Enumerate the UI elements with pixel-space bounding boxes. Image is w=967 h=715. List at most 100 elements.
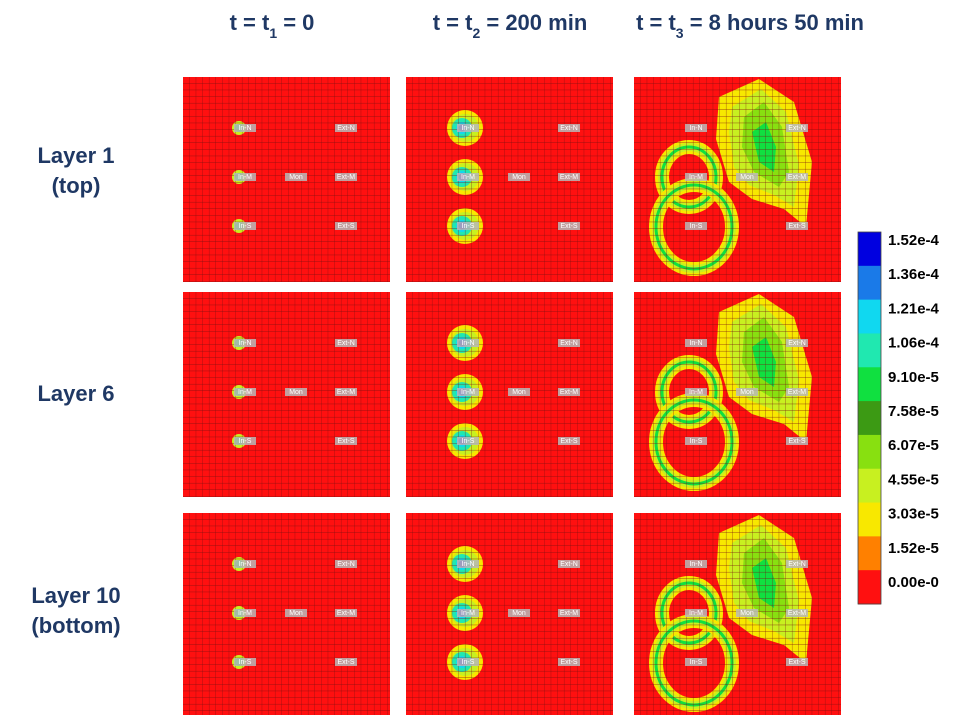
well-tag	[786, 173, 808, 181]
colorbar-swatch	[858, 265, 881, 301]
colorbar-label: 1.21e-4	[888, 300, 940, 317]
well-tag	[335, 388, 357, 396]
panel: In-N Ext-N In-M Mon Ext-M In-S Ext-S	[406, 292, 613, 497]
well-tag	[457, 388, 479, 396]
well-label: Ext-M	[788, 389, 806, 396]
title-part: t = t	[230, 10, 270, 35]
colorbar-label: 3.03e-5	[888, 506, 939, 523]
well-label: Ext-S	[788, 659, 805, 666]
well-label: Ext-S	[788, 438, 805, 445]
well-tag	[736, 388, 758, 396]
well-tag	[786, 339, 808, 347]
well-tag	[457, 658, 479, 666]
well-label: In-M	[689, 610, 703, 617]
well-label: In-N	[689, 125, 702, 132]
colorbar-swatch	[858, 299, 881, 334]
well-tag	[457, 173, 479, 181]
well-tag	[685, 658, 707, 666]
colorbar-label: 6.07e-5	[888, 437, 939, 454]
well-tag	[335, 609, 357, 617]
well-tag	[285, 609, 307, 617]
panel: In-N Ext-N In-M Mon Ext-M In-S Ext-S	[183, 513, 390, 715]
panel: In-N Ext-N In-M Mon Ext-M In-S Ext-S	[183, 292, 390, 497]
well-tag	[335, 124, 357, 132]
well-tag	[558, 658, 580, 666]
well-tag	[335, 658, 357, 666]
well-tag	[508, 609, 530, 617]
well-tag	[234, 388, 256, 396]
well-label: In-N	[461, 340, 474, 347]
title-part: = 200 min	[480, 10, 587, 35]
well-tag	[335, 560, 357, 568]
well-tag	[786, 609, 808, 617]
well-label: Ext-S	[337, 438, 354, 445]
well-label: Mon	[289, 174, 303, 181]
well-label: In-S	[462, 223, 475, 230]
well-tag	[685, 173, 707, 181]
well-tag	[685, 388, 707, 396]
well-label: Ext-N	[788, 340, 806, 347]
well-label: Ext-N	[560, 561, 578, 568]
well-tag	[457, 339, 479, 347]
well-label: In-S	[690, 659, 703, 666]
well-label: In-S	[690, 438, 703, 445]
well-label: Ext-M	[560, 389, 578, 396]
well-tag	[234, 560, 256, 568]
well-tag	[558, 124, 580, 132]
well-tag	[457, 609, 479, 617]
colorbar-label: 0.00e-0	[888, 574, 939, 591]
colorbar-swatch	[858, 232, 881, 267]
well-label: In-M	[461, 610, 475, 617]
well-tag	[685, 609, 707, 617]
well-label: Ext-M	[337, 389, 355, 396]
well-label: Ext-S	[560, 438, 577, 445]
title-part: = 0	[277, 10, 314, 35]
well-label: Mon	[289, 610, 303, 617]
well-label: In-N	[689, 340, 702, 347]
well-label: Ext-M	[337, 174, 355, 181]
well-label: Ext-M	[337, 610, 355, 617]
well-label: In-S	[462, 659, 475, 666]
well-tag	[736, 609, 758, 617]
well-label: Ext-N	[788, 561, 806, 568]
well-label: Ext-M	[788, 610, 806, 617]
well-tag	[508, 388, 530, 396]
panel: In-N Ext-N In-M Mon Ext-M In-S Ext-S	[406, 77, 613, 282]
well-label: In-M	[238, 610, 252, 617]
panel: In-N Ext-N In-M Mon Ext-M In-S Ext-S	[634, 292, 841, 497]
well-tag	[786, 124, 808, 132]
well-label: Mon	[512, 389, 526, 396]
column-title: t = t3 = 8 hours 50 min	[636, 10, 864, 41]
well-tag	[786, 658, 808, 666]
well-label: In-N	[461, 561, 474, 568]
well-label: In-N	[461, 125, 474, 132]
well-tag	[685, 222, 707, 230]
colorbar-label: 4.55e-5	[888, 471, 939, 488]
well-tag	[285, 388, 307, 396]
well-label: Mon	[740, 389, 754, 396]
well-label: Ext-S	[560, 659, 577, 666]
well-label: Ext-N	[560, 125, 578, 132]
well-tag	[285, 173, 307, 181]
colorbar-label: 7.58e-5	[888, 403, 939, 420]
well-tag	[558, 560, 580, 568]
subscript: 2	[472, 25, 480, 41]
panel: In-N Ext-N In-M Mon Ext-M In-S Ext-S	[183, 77, 390, 282]
well-tag	[786, 560, 808, 568]
well-label: In-S	[462, 438, 475, 445]
well-tag	[457, 560, 479, 568]
colorbar-label: 1.52e-5	[888, 540, 939, 557]
column-title: t = t2 = 200 min	[433, 10, 588, 41]
well-tag	[736, 173, 758, 181]
well-tag	[558, 339, 580, 347]
well-label: Ext-M	[788, 174, 806, 181]
panel: In-N Ext-N In-M Mon Ext-M In-S Ext-S	[634, 77, 841, 282]
well-label: In-M	[689, 389, 703, 396]
well-tag	[335, 222, 357, 230]
colorbar-swatch	[858, 434, 881, 470]
well-tag	[457, 437, 479, 445]
subscript: 1	[269, 25, 277, 41]
well-label: In-N	[238, 340, 251, 347]
colorbar-swatch	[858, 570, 881, 605]
